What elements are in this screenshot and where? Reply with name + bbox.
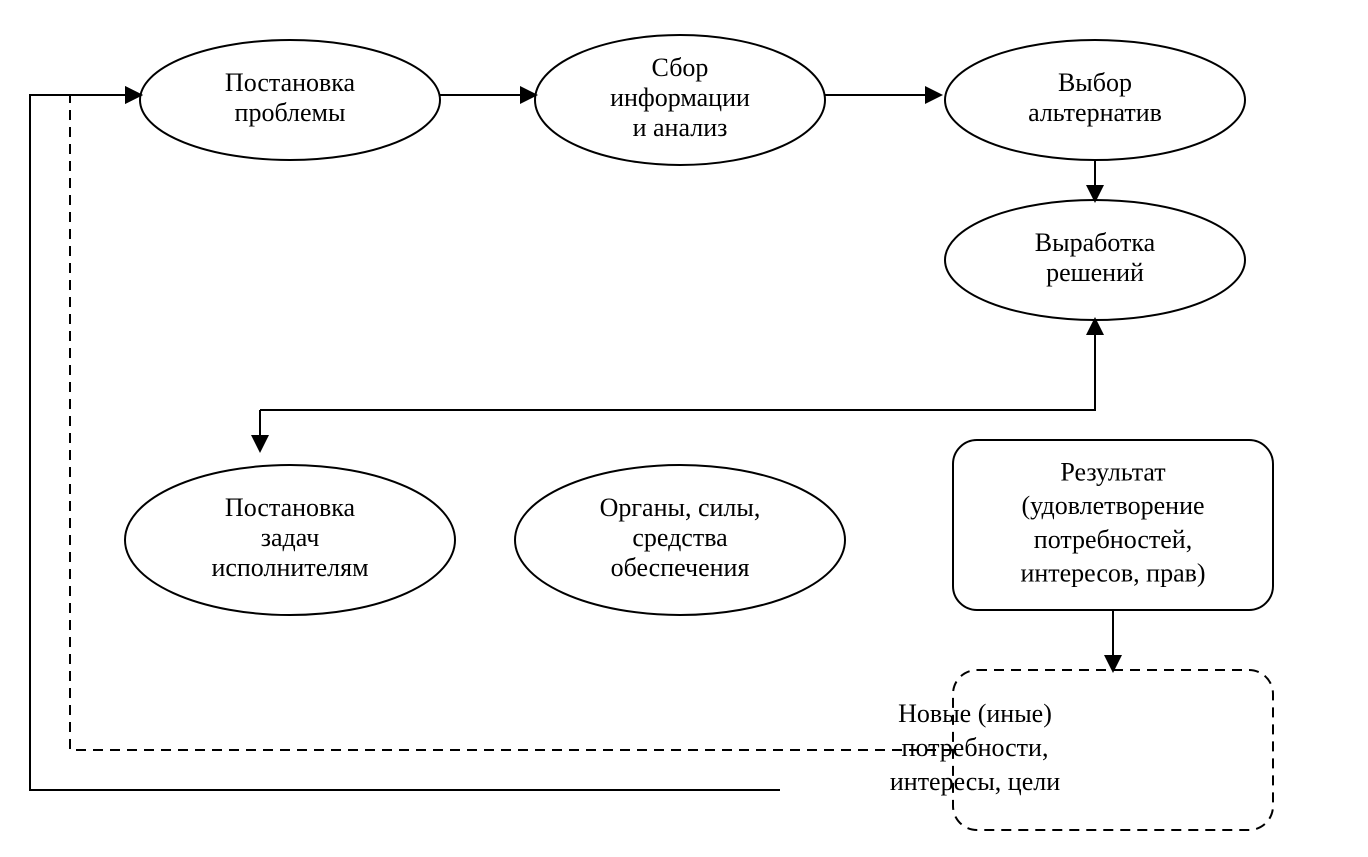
node-n1: Постановкапроблемы: [140, 40, 440, 160]
node-label-line: Новые (иные): [898, 699, 1052, 728]
edge-e8: [30, 95, 780, 790]
edge-e4: [260, 320, 1095, 410]
node-label-line: средства: [632, 523, 728, 552]
node-label-line: и анализ: [633, 113, 728, 142]
node-label-line: Постановка: [225, 493, 356, 522]
node-label-line: интересы, цели: [890, 767, 1060, 796]
node-n7: Результат (удовлетворение потребностей, инт…: [953, 440, 1273, 610]
node-n4: Выработкарешений: [945, 200, 1245, 320]
node-label-line: информации: [610, 83, 750, 112]
node-n2: Сборинформациии анализ: [535, 35, 825, 165]
node-label-line: Органы, силы,: [600, 493, 761, 522]
node-label-line: обеспечения: [611, 553, 750, 582]
node-n6: Органы, силы,средстваобеспечения: [515, 465, 845, 615]
node-label-line: Постановка: [225, 68, 356, 97]
node-label-line: Выбор: [1058, 68, 1132, 97]
node-label-line: Сбор: [652, 53, 709, 82]
nodes-layer: ПостановкапроблемыСборинформациии анализ…: [125, 35, 1273, 830]
node-label-line: задач: [261, 523, 320, 552]
node-label-line: решений: [1046, 258, 1144, 287]
edges-layer: [30, 95, 1113, 790]
node-label-line: альтернатив: [1028, 98, 1162, 127]
node-label-line: потребностей,: [1034, 525, 1192, 554]
node-label-line: исполнителям: [211, 553, 368, 582]
node-label-line: проблемы: [235, 98, 346, 127]
node-label-line: (удовлетворение: [1021, 491, 1204, 520]
node-n5: Постановказадачисполнителям: [125, 465, 455, 615]
node-n8: Новые (иные) потребности, интересы, цели: [890, 670, 1273, 830]
node-label-line: потребности,: [902, 733, 1049, 762]
node-label-line: интересов, прав): [1020, 559, 1205, 588]
flowchart-canvas: ПостановкапроблемыСборинформациии анализ…: [0, 0, 1368, 857]
node-label-line: Результат: [1060, 457, 1165, 486]
edge-e7: [70, 95, 953, 750]
node-label-line: Выработка: [1035, 228, 1156, 257]
node-n3: Выборальтернатив: [945, 40, 1245, 160]
